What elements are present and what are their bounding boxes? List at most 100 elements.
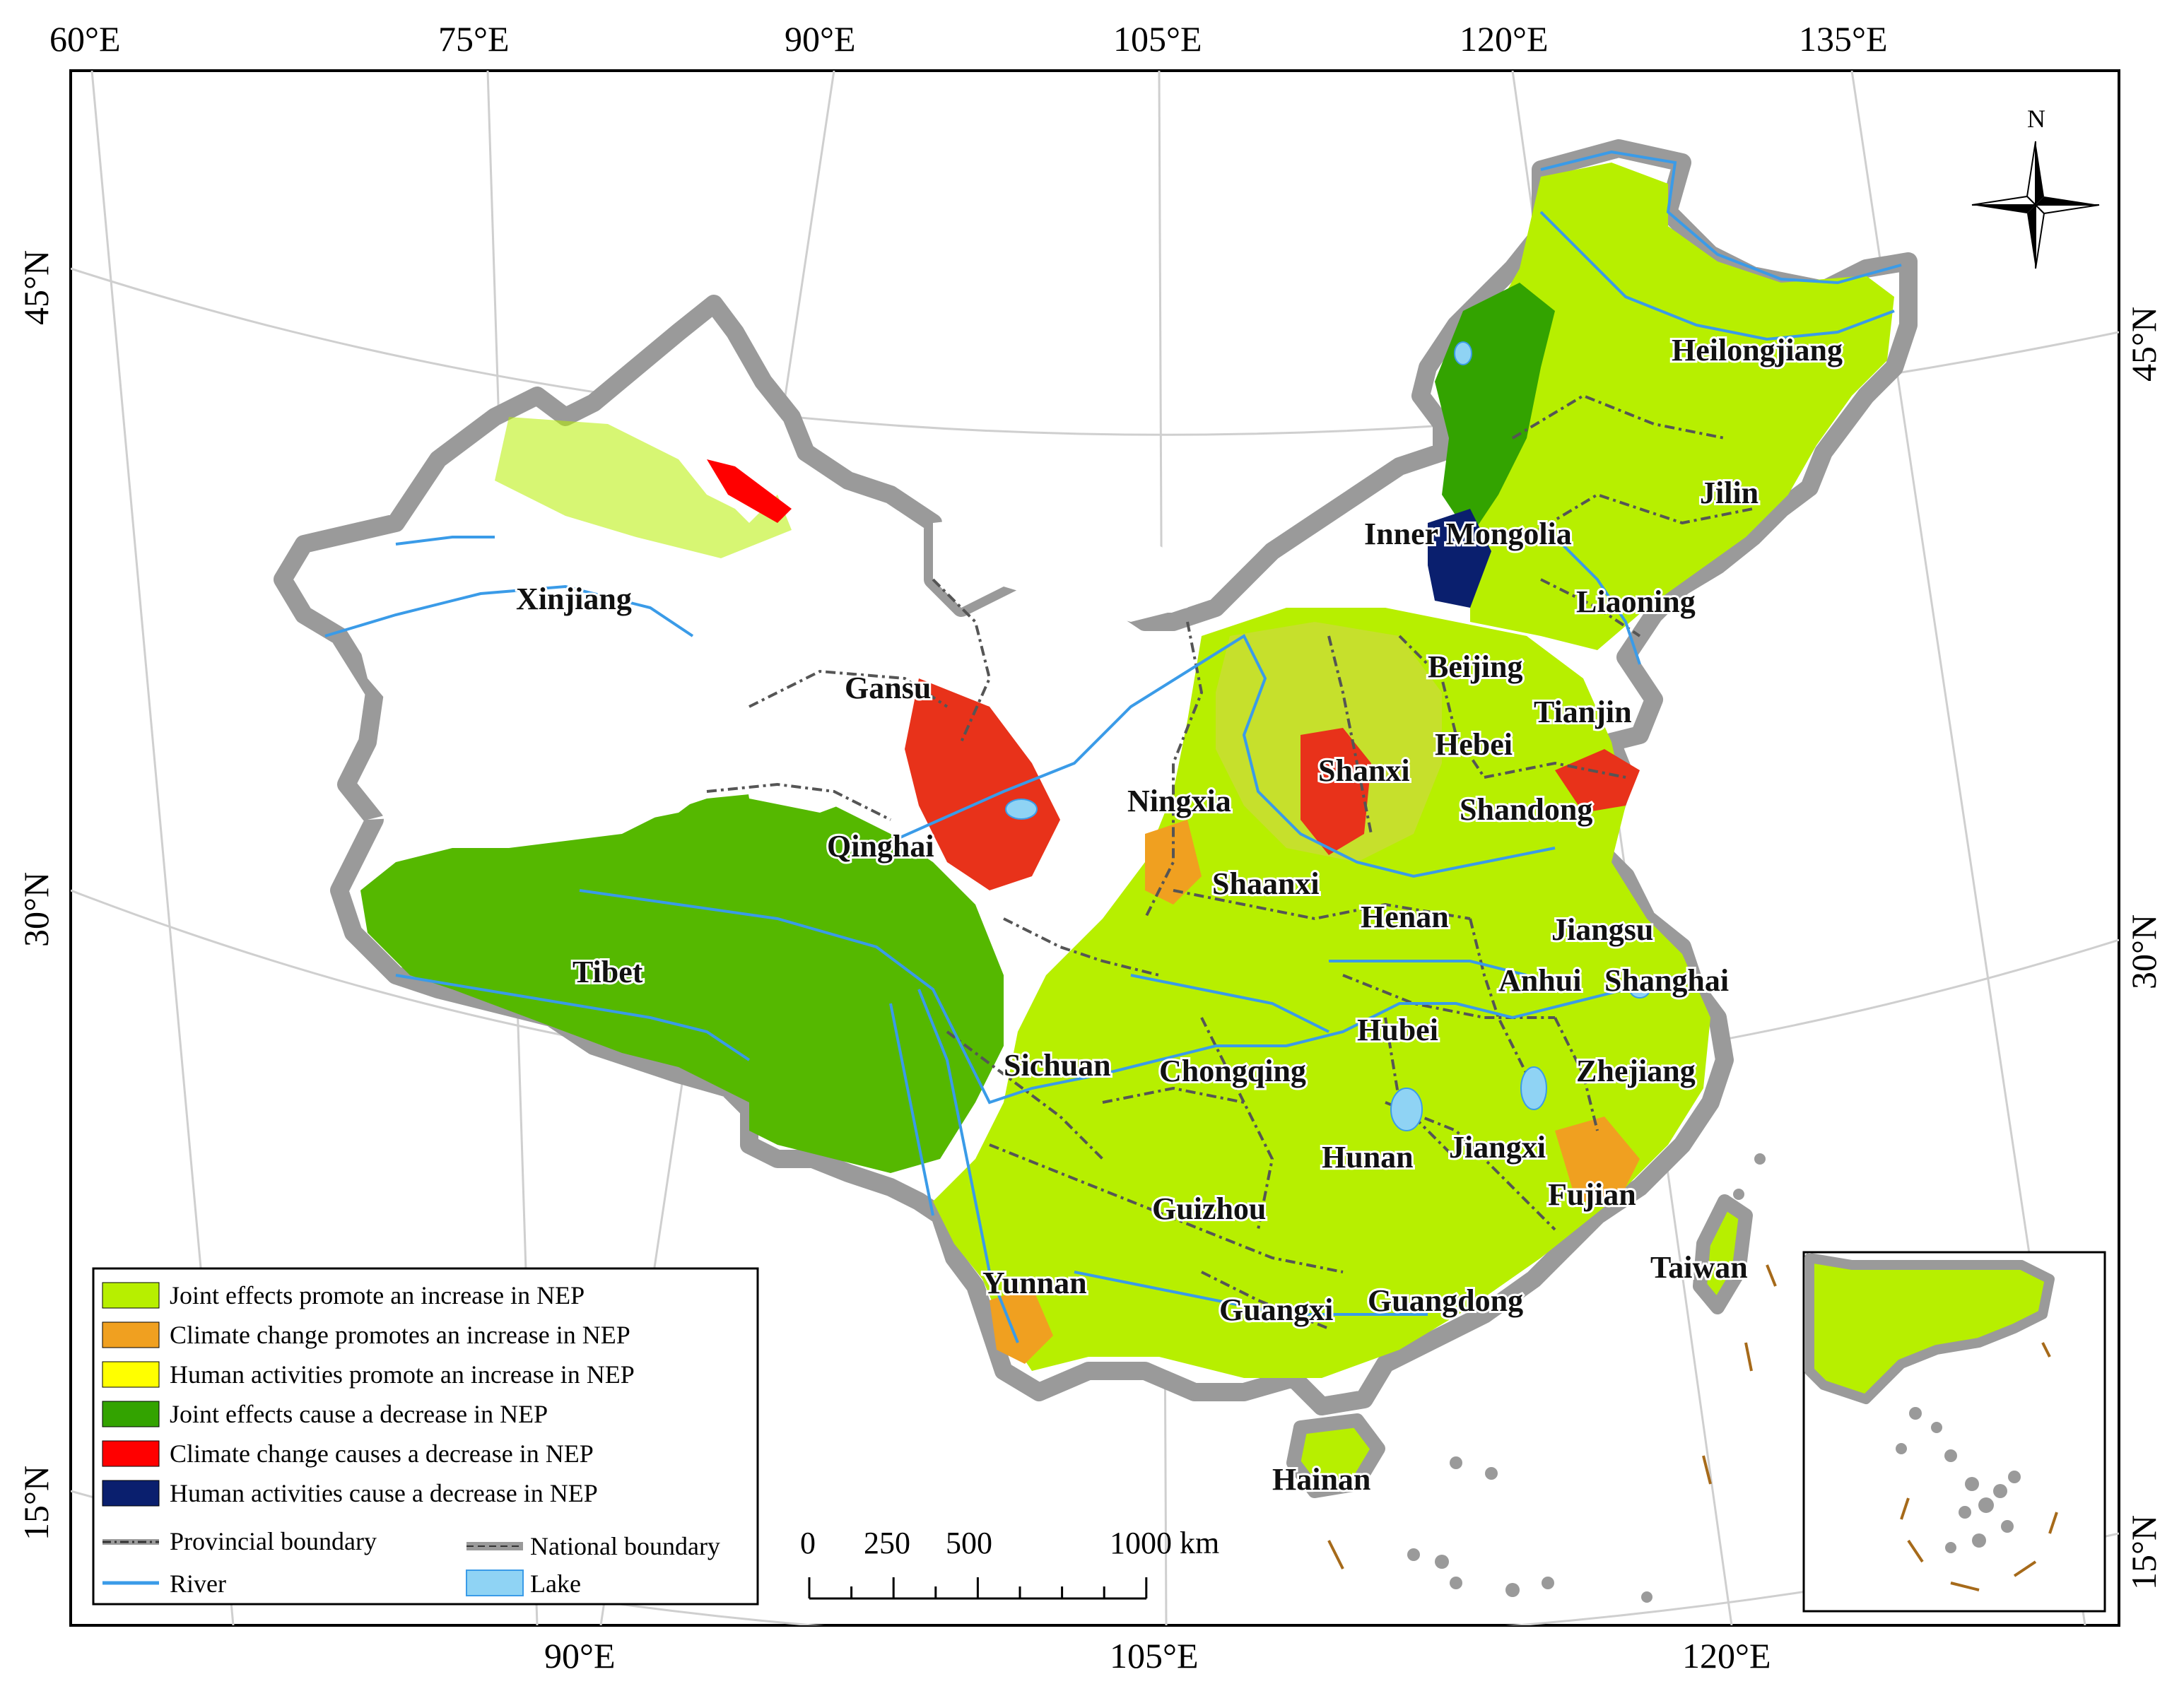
label-zhejiang: Zhejiang	[1576, 1054, 1696, 1088]
legend-provincial-text: Provincial boundary	[170, 1527, 377, 1555]
top-lon-105: 105°E	[1113, 19, 1202, 59]
label-hubei: Hubei	[1357, 1013, 1438, 1047]
hainan-island	[1286, 1413, 1385, 1498]
label-hunan: Hunan	[1322, 1140, 1414, 1174]
legend-swatch-2	[102, 1361, 160, 1388]
yangtze-river	[579, 889, 1683, 1105]
label-chongqing: Chongqing	[1159, 1054, 1306, 1088]
bottom-lon-90: 90°E	[544, 1636, 616, 1676]
scale-label-500: 500	[946, 1526, 992, 1560]
bottom-lon-120: 120°E	[1682, 1636, 1771, 1676]
scale-bar: 0 250 500 1000 km	[800, 1526, 1219, 1600]
legend-river-text: River	[170, 1570, 226, 1598]
nep-mosaic	[360, 163, 1894, 1378]
label-taiwan: Taiwan	[1650, 1250, 1748, 1285]
label-shanghai: Shanghai	[1604, 963, 1729, 998]
zone-plateau-green	[360, 791, 1004, 1173]
axis-labels: 60°E 75°E 90°E 105°E 120°E 135°E 90°E 10…	[16, 19, 2164, 1676]
label-inner-mongolia: Inner Mongolia	[1364, 517, 1572, 551]
legend-national-text: National boundary	[530, 1532, 720, 1560]
label-jiangsu: Jiangsu	[1551, 912, 1653, 947]
north-label: N	[2027, 105, 2045, 133]
lancang-river	[917, 989, 1019, 1343]
right-lat-15: 15°N	[2124, 1515, 2164, 1590]
legend-box	[92, 1267, 759, 1606]
han-river	[1130, 974, 1329, 1033]
inset-south-china-sea	[1802, 1251, 2106, 1613]
legend-swatch-5	[102, 1480, 160, 1507]
zone-shanxi-red	[1301, 728, 1371, 855]
liao-river	[1554, 536, 1641, 665]
pearl-river	[1074, 1271, 1428, 1316]
label-guizhou: Guizhou	[1152, 1191, 1266, 1226]
songhua-river	[1539, 211, 1895, 341]
nu-river	[889, 1003, 934, 1216]
scale-label-0: 0	[800, 1526, 816, 1560]
label-ningxia: Ningxia	[1127, 784, 1231, 818]
islands	[1286, 1153, 1777, 1603]
legend-lake-text: Lake	[530, 1570, 581, 1598]
label-hainan: Hainan	[1272, 1462, 1370, 1497]
left-lat-30: 30°N	[16, 872, 56, 947]
legend-label-1: Climate change promotes an increase in N…	[170, 1321, 630, 1349]
tarim-river	[324, 584, 694, 637]
huai-river	[1329, 960, 1527, 977]
lakes	[1005, 341, 1650, 1131]
label-liaoning: Liaoning	[1576, 584, 1696, 619]
left-lat-15: 15°N	[16, 1466, 56, 1541]
label-shandong: Shandong	[1460, 792, 1592, 827]
label-tianjin: Tianjin	[1534, 695, 1632, 729]
zone-ningxia-orange	[1145, 820, 1202, 905]
legend-swatch-3	[102, 1401, 160, 1427]
legend-lake-swatch	[466, 1570, 524, 1596]
left-lat-45: 45°N	[16, 250, 56, 325]
legend-swatch-4	[102, 1440, 160, 1467]
top-lon-90: 90°E	[785, 19, 856, 59]
hulun-lake	[1454, 341, 1472, 365]
yarlung-river	[395, 974, 751, 1061]
tai-lake	[1629, 980, 1650, 999]
zone-northeast-mixed	[1456, 163, 1894, 650]
south-sea-islands	[1407, 1153, 1766, 1603]
dongting-lake	[1390, 1088, 1423, 1131]
legend: Joint effects promote an increase in NEP…	[92, 1267, 759, 1606]
yili-river	[395, 536, 495, 546]
label-jilin: Jilin	[1700, 476, 1759, 510]
top-lon-120: 120°E	[1460, 19, 1549, 59]
rivers	[324, 150, 1902, 1343]
scale-label-250: 250	[864, 1526, 910, 1560]
legend-label-0: Joint effects promote an increase in NEP	[170, 1281, 585, 1309]
label-gansu: Gansu	[845, 671, 931, 705]
label-jiangxi: Jiangxi	[1449, 1130, 1546, 1165]
label-guangxi: Guangxi	[1219, 1292, 1333, 1327]
right-lat-30: 30°N	[2124, 914, 2164, 989]
zone-qinghai-red	[905, 678, 1060, 890]
scale-label-1000: 1000 km	[1110, 1526, 1219, 1560]
bottom-lon-105: 105°E	[1110, 1636, 1199, 1676]
nine-dash-line	[1327, 1264, 1777, 1570]
label-qinghai: Qinghai	[827, 829, 934, 864]
taiwan-island	[1693, 1194, 1753, 1314]
alxa-white	[933, 509, 1216, 622]
legend-label-5: Human activities cause a decrease in NEP	[170, 1479, 598, 1507]
label-guangdong: Guangdong	[1368, 1283, 1523, 1318]
zone-shandong-red	[1555, 749, 1640, 813]
taklimakan-white	[353, 523, 749, 749]
top-lon-60: 60°E	[49, 19, 121, 59]
label-tibet: Tibet	[573, 955, 643, 989]
zone-yunnan-orange	[990, 1286, 1053, 1364]
changtang-white	[368, 784, 707, 827]
label-heilongjiang: Heilongjiang	[1672, 333, 1843, 367]
label-yunnan: Yunnan	[982, 1266, 1087, 1300]
label-anhui: Anhui	[1498, 963, 1581, 998]
yellow-river	[876, 634, 1556, 878]
label-shanxi: Shanxi	[1318, 753, 1410, 788]
north-arrow: N	[1971, 105, 2100, 269]
zone-east-green	[933, 608, 1710, 1378]
zone-fujian-orange	[1555, 1117, 1640, 1201]
label-beijing: Beijing	[1428, 649, 1522, 684]
label-henan: Henan	[1361, 900, 1449, 934]
poyang-lake	[1520, 1066, 1547, 1110]
label-sichuan: Sichuan	[1004, 1048, 1111, 1083]
